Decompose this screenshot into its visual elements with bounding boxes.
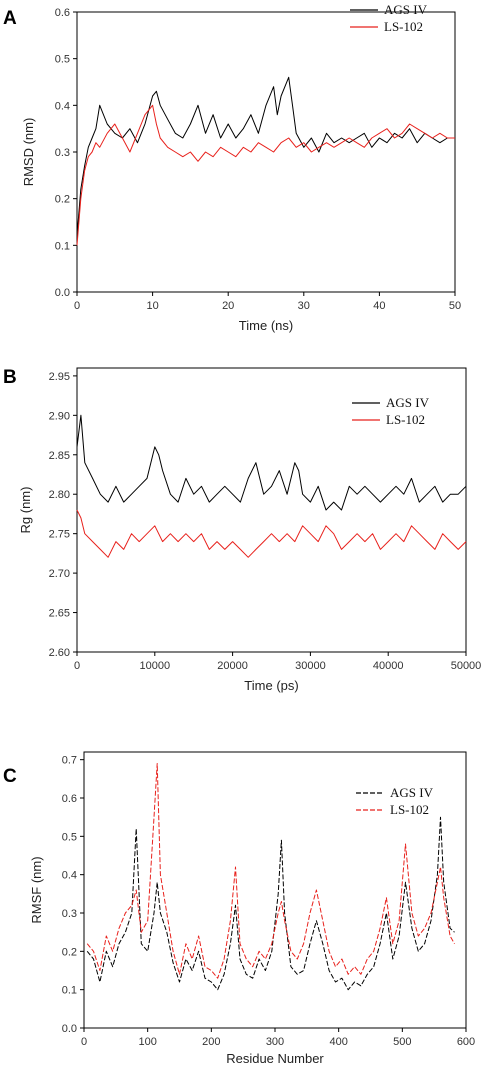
legend: AGS IV LS-102: [356, 785, 434, 817]
x-tick-label: 20000: [217, 660, 248, 672]
x-tick-label: 0: [81, 1036, 87, 1048]
y-tick-label: 0.0: [62, 1023, 77, 1035]
chart-panel-a: A 0.0 0.1 0.2 0.3 0.4 0.5 0.6 0 10 20 30 40 50 Time (n…: [3, 2, 461, 333]
y-tick-label: 0.1: [62, 985, 77, 997]
x-axis-label: Time (ns): [239, 318, 293, 333]
series-line-ags-iv: [76, 76, 455, 237]
x-tick-label: 10: [146, 300, 158, 312]
chart-panel-b: B 2.60 2.65 2.70 2.75 2.80 2.85 2.90 2.95 0 10000 2…: [3, 367, 481, 693]
x-tick-label: 0: [74, 300, 80, 312]
y-tick-label: 0.0: [55, 287, 70, 299]
panel-letter: A: [3, 8, 17, 29]
x-tick-label: 20: [222, 300, 234, 312]
x-tick-label: 100: [138, 1036, 156, 1048]
x-tick-label: 400: [329, 1036, 347, 1048]
plot-frame: [76, 11, 456, 293]
y-tick-label: 0.2: [62, 946, 77, 958]
legend-label: AGS IV: [384, 2, 428, 17]
legend: AGS IV LS-102: [350, 2, 428, 34]
panel-letter: C: [3, 766, 17, 787]
y-tick-label: 0.4: [55, 100, 70, 112]
y-tick-label: 0.7: [62, 755, 77, 767]
x-tick-label: 10000: [140, 660, 171, 672]
y-tick-label: 0.3: [55, 147, 70, 159]
y-tick-label: 0.3: [62, 908, 77, 920]
x-tick-label: 50: [449, 300, 461, 312]
x-tick-label: 600: [457, 1036, 475, 1048]
y-tick-label: 0.6: [62, 793, 77, 805]
y-tick-label: 2.85: [49, 450, 70, 462]
y-tick-label: 0.2: [55, 194, 70, 206]
y-tick-label: 2.70: [49, 568, 70, 580]
y-axis-label: RMSD (nm): [21, 118, 36, 187]
series-line-ls-102: [76, 104, 455, 246]
x-tick-label: 200: [202, 1036, 220, 1048]
x-tick-label: 300: [266, 1036, 284, 1048]
x-tick-label: 30: [298, 300, 310, 312]
y-tick-label: 2.80: [49, 489, 70, 501]
y-tick-label: 2.95: [49, 371, 70, 383]
y-tick-label: 0.4: [62, 870, 77, 882]
x-tick-label: 0: [74, 660, 80, 672]
series-line-ls-102: [86, 763, 455, 979]
x-tick-label: 30000: [295, 660, 326, 672]
x-tick-label: 40: [373, 300, 385, 312]
x-tick-label: 40000: [373, 660, 404, 672]
series-line-ls-102: [76, 509, 467, 558]
series-line-ags-iv: [76, 414, 467, 511]
x-tick-label: 500: [393, 1036, 411, 1048]
x-axis-label: Residue Number: [226, 1051, 324, 1066]
y-tick-label: 2.75: [49, 529, 70, 541]
y-tick-label: 0.6: [55, 7, 70, 19]
legend-label: LS-102: [384, 19, 423, 34]
y-tick-label: 0.5: [55, 54, 70, 66]
x-axis-label: Time (ps): [244, 678, 298, 693]
y-axis-label: Rg (nm): [18, 487, 33, 534]
legend-label: LS-102: [390, 802, 429, 817]
y-tick-label: 2.65: [49, 608, 70, 620]
plot-frame: [76, 367, 467, 653]
y-tick-label: 2.90: [49, 410, 70, 422]
legend-label: LS-102: [386, 412, 425, 427]
series-line-ags-iv: [86, 816, 455, 991]
chart-panel-c: C 0.0 0.1 0.2 0.3 0.4 0.5 0.6 0.7 0 100 200 300 400 50…: [3, 751, 475, 1066]
x-tick-label: 50000: [451, 660, 482, 672]
y-tick-label: 2.60: [49, 647, 70, 659]
legend-label: AGS IV: [386, 395, 430, 410]
y-tick-label: 0.5: [62, 831, 77, 843]
panel-letter: B: [3, 367, 17, 388]
y-tick-label: 0.1: [55, 240, 70, 252]
legend: AGS IV LS-102: [352, 395, 430, 427]
y-axis-label: RMSF (nm): [29, 856, 44, 923]
legend-label: AGS IV: [390, 785, 434, 800]
